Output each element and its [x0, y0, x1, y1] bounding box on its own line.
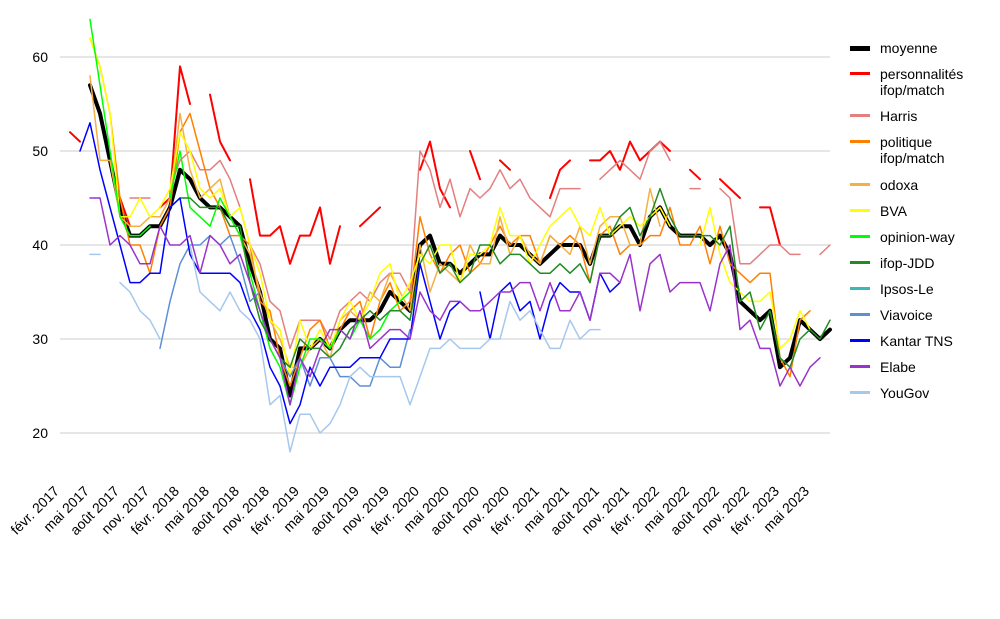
- legend-label: odoxa: [880, 177, 918, 193]
- legend-label: ifop-JDD: [880, 255, 934, 271]
- legend-item-odoxa: odoxa: [850, 177, 990, 193]
- legend-item-bva: BVA: [850, 203, 990, 219]
- legend-item-ipsos-le: Ipsos-Le: [850, 281, 990, 297]
- legend-label: BVA: [880, 203, 907, 219]
- chart-container: 2030405060févr. 2017mai 2017août 2017nov…: [0, 0, 1000, 619]
- svg-text:30: 30: [32, 331, 48, 347]
- legend-swatch: [850, 209, 870, 212]
- legend-item-elabe: Elabe: [850, 359, 990, 375]
- series-politique-ifop-match: [90, 38, 830, 386]
- legend-label: personnalités ifop/match: [880, 66, 990, 98]
- legend-item-politique-ifop-match: politique ifop/match: [850, 134, 990, 166]
- svg-text:60: 60: [32, 49, 48, 65]
- series-opinion-way: [90, 19, 410, 404]
- legend-item-yougov: YouGov: [850, 385, 990, 401]
- legend-label: Kantar TNS: [880, 333, 953, 349]
- legend-swatch: [850, 72, 870, 75]
- legend-label: YouGov: [880, 385, 929, 401]
- legend-swatch: [850, 287, 870, 290]
- series-elabe: [90, 198, 820, 405]
- svg-text:40: 40: [32, 237, 48, 253]
- series-yougov: [90, 245, 600, 452]
- legend-swatch: [850, 391, 870, 394]
- legend-swatch: [850, 183, 870, 186]
- legend-swatch: [850, 313, 870, 316]
- legend-swatch: [850, 140, 870, 143]
- legend-label: politique ifop/match: [880, 134, 990, 166]
- svg-text:50: 50: [32, 143, 48, 159]
- legend-label: Ipsos-Le: [880, 281, 934, 297]
- legend-label: opinion-way: [880, 229, 955, 245]
- legend-swatch: [850, 365, 870, 368]
- legend-item-personnalites-ifop-match: personnalités ifop/match: [850, 66, 990, 98]
- legend-item-kantar-tns: Kantar TNS: [850, 333, 990, 349]
- legend-swatch: [850, 235, 870, 238]
- legend-swatch: [850, 339, 870, 342]
- legend-item-harris: Harris: [850, 108, 990, 124]
- legend-label: moyenne: [880, 40, 938, 56]
- legend-label: Harris: [880, 108, 917, 124]
- series-odoxa: [90, 76, 830, 367]
- legend-swatch: [850, 46, 870, 51]
- legend-item-opinion-way: opinion-way: [850, 229, 990, 245]
- legend: moyenne personnalités ifop/match Harris pol…: [850, 40, 990, 411]
- legend-item-moyenne: moyenne: [850, 40, 990, 56]
- legend-item-ifop-jdd: ifop-JDD: [850, 255, 990, 271]
- legend-label: Elabe: [880, 359, 916, 375]
- legend-swatch: [850, 261, 870, 264]
- legend-item-viavoice: Viavoice: [850, 307, 990, 323]
- legend-label: Viavoice: [880, 307, 933, 323]
- legend-swatch: [850, 114, 870, 117]
- svg-text:20: 20: [32, 425, 48, 441]
